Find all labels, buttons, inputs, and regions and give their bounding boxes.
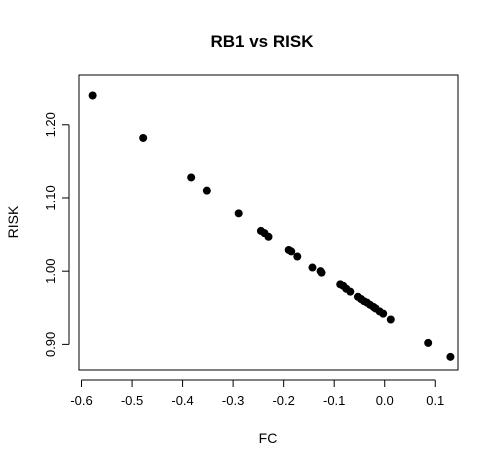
points-layer	[88, 91, 455, 361]
x-tick-label: -0.5	[121, 393, 143, 408]
data-point	[88, 91, 97, 100]
x-tick-label: -0.6	[70, 393, 92, 408]
data-point	[287, 247, 296, 256]
y-tick-label: 0.90	[43, 332, 58, 357]
y-tick-label: 1.10	[43, 185, 58, 210]
data-point	[308, 263, 317, 272]
data-point	[187, 173, 196, 182]
x-axis: -0.6 -0.5 -0.4 -0.3 -0.2 -0.1 0.0 0.1	[70, 379, 444, 408]
x-tick-label: -0.4	[171, 393, 193, 408]
y-axis: 0.90 1.00 1.10 1.20	[43, 112, 70, 357]
x-tick-label: -0.1	[323, 393, 345, 408]
data-point	[317, 268, 326, 277]
plot-frame	[78, 74, 459, 371]
x-tick-label: 0.0	[376, 393, 394, 408]
data-point	[386, 315, 395, 324]
y-tick-label: 1.20	[43, 112, 58, 137]
data-point	[293, 252, 302, 261]
data-point	[446, 352, 455, 361]
data-point	[346, 287, 355, 296]
chart-title: RB1 vs RISK	[211, 32, 315, 51]
x-axis-label: FC	[259, 430, 278, 446]
x-tick-label: -0.3	[222, 393, 244, 408]
data-point	[139, 133, 148, 142]
x-tick-label: 0.1	[426, 393, 444, 408]
y-tick-label: 1.00	[43, 259, 58, 284]
data-point	[234, 209, 243, 218]
y-axis-label: RISK	[5, 205, 21, 238]
data-point	[379, 309, 388, 318]
x-tick-label: -0.2	[272, 393, 294, 408]
data-point	[424, 338, 433, 347]
data-point	[202, 186, 211, 195]
data-point	[264, 232, 273, 241]
